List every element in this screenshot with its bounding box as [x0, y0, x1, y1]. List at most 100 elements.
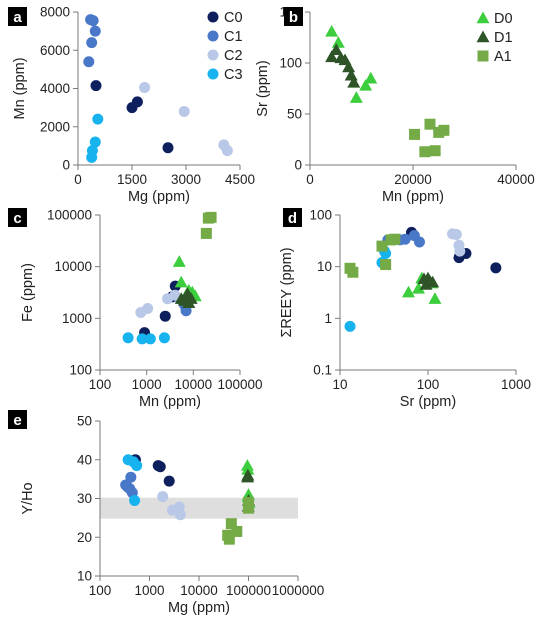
- data-point-d1: [419, 278, 433, 290]
- data-point-d0: [364, 71, 378, 84]
- legend-label-d1: D1: [494, 30, 513, 46]
- x-tick-label: 10: [332, 377, 347, 392]
- legend-label-a1: A1: [494, 49, 512, 65]
- legend-marker-c3: [207, 68, 219, 80]
- data-point-d1: [241, 470, 255, 483]
- data-point-c2: [174, 509, 186, 521]
- data-point-a1: [376, 240, 388, 252]
- data-point-c2: [454, 245, 466, 257]
- legend-marker-c0: [207, 11, 219, 23]
- legend: D0 D1 A1: [476, 11, 513, 65]
- x-tick-label: 3000: [171, 172, 201, 187]
- data-point-d0: [174, 275, 188, 288]
- data-points: [325, 24, 450, 158]
- x-tick-label: 0: [74, 172, 82, 187]
- data-point-a1: [243, 502, 254, 514]
- y-tick-label: 40: [77, 452, 92, 467]
- x-axis-label: Mg (ppm): [168, 600, 230, 616]
- data-point-d0: [325, 24, 339, 37]
- y-tick-label: 50: [287, 107, 302, 122]
- data-point-d1: [342, 60, 356, 73]
- data-point-d0: [428, 292, 442, 304]
- panel-tag-box: [284, 7, 303, 26]
- y-axis-label: Fe (ppm): [20, 263, 36, 322]
- data-point-c0: [162, 142, 174, 154]
- data-point-a1: [231, 525, 243, 537]
- data-point-a1: [223, 533, 235, 545]
- x-tick-label: 100: [89, 583, 112, 598]
- y-tick-label: 10: [77, 569, 92, 584]
- data-point-c3: [131, 460, 143, 472]
- y-tick-label: 100000: [47, 208, 92, 223]
- panel-tag-letter: b: [289, 9, 298, 26]
- legend: C0 C1 C2 C3: [207, 10, 243, 83]
- data-point-d0: [172, 255, 186, 267]
- data-point-c3: [92, 113, 104, 125]
- legend-marker-d1: [476, 30, 490, 43]
- y-tick-label: 0: [294, 158, 302, 173]
- data-point-c0: [159, 310, 171, 322]
- x-tick-label: 100: [417, 377, 440, 392]
- data-point-a1: [225, 518, 237, 530]
- data-point-a1: [205, 211, 217, 223]
- panel-tag-letter: a: [13, 9, 22, 26]
- legend-label-c3: C3: [224, 67, 243, 83]
- data-point-c1: [89, 25, 101, 37]
- y-tick-label: 6000: [40, 43, 70, 58]
- data-points: [344, 226, 502, 332]
- panel-c: 100 1000 10000 100000 100 1000 10000 100000 Mn (…: [8, 208, 263, 410]
- data-point-a1: [380, 259, 392, 271]
- y-tick-label: 8000: [40, 5, 70, 20]
- legend-label-c1: C1: [224, 29, 243, 45]
- data-point-c1: [120, 479, 132, 491]
- data-point-c0: [490, 262, 502, 274]
- x-tick-label: 10000: [175, 377, 213, 392]
- data-point-c3: [89, 136, 101, 148]
- y-tick-label: 0.1: [313, 363, 332, 378]
- y-tick-label: 100: [279, 56, 302, 71]
- data-point-c1: [399, 233, 411, 245]
- data-point-c0: [154, 461, 166, 473]
- data-point-c3: [86, 151, 98, 163]
- data-point-c2: [157, 491, 169, 503]
- x-tick-label: 20000: [394, 172, 432, 187]
- data-point-c1: [125, 471, 137, 483]
- legend-marker-a1: [477, 50, 489, 62]
- data-point-c1: [408, 230, 420, 242]
- data-point-d1: [325, 50, 339, 63]
- panel-e: 100 1000 10000 100000 1000000 10 20 30 40 50 Mg (p…: [8, 410, 324, 616]
- panel-tag-box: [283, 208, 302, 227]
- data-point-c0: [90, 80, 102, 92]
- legend-label-c0: C0: [224, 10, 243, 26]
- x-tick-label: 0: [306, 172, 314, 187]
- y-axis-label: ΣREEY (ppm): [279, 247, 295, 337]
- data-points: [83, 14, 233, 163]
- data-point-c1: [180, 305, 192, 317]
- data-point-c3: [144, 333, 156, 345]
- data-point-a1: [409, 128, 421, 140]
- panel-tag-box: [8, 7, 27, 26]
- x-tick-label: 1000: [134, 583, 164, 598]
- y-tick-label: 4000: [40, 81, 70, 96]
- x-tick-label: 1000: [132, 377, 162, 392]
- data-point-a1: [243, 496, 254, 508]
- y-axis-label: Mn (ppm): [12, 57, 28, 119]
- x-tick-label: 1000: [501, 377, 531, 392]
- data-point-c3: [344, 320, 356, 332]
- data-point-a1: [389, 233, 401, 245]
- data-point-d0: [359, 78, 373, 91]
- x-tick-label: 1000000: [272, 583, 325, 598]
- data-point-d0: [401, 285, 415, 298]
- legend-marker-d0: [476, 11, 490, 24]
- data-point-d1: [329, 43, 343, 55]
- data-points: [120, 454, 256, 545]
- data-point-c0: [163, 475, 175, 487]
- y-axis-label: Sr (ppm): [255, 60, 271, 116]
- panel-d: 10 100 1000 0.1 1 10 100 Sr (ppm) ΣREEY (ppm) d: [279, 208, 531, 411]
- panel-a: 0 1500 3000 4500 0 2000 4000 6000 8000 Mg (ppm) Mn…: [8, 5, 255, 205]
- panel-b: 02000040000050100150Mn (ppm)Sr (ppm)bD0D…: [255, 5, 535, 206]
- panel-tag: b: [284, 7, 303, 26]
- panel-tag-box: [8, 410, 27, 429]
- data-point-c2: [169, 289, 181, 301]
